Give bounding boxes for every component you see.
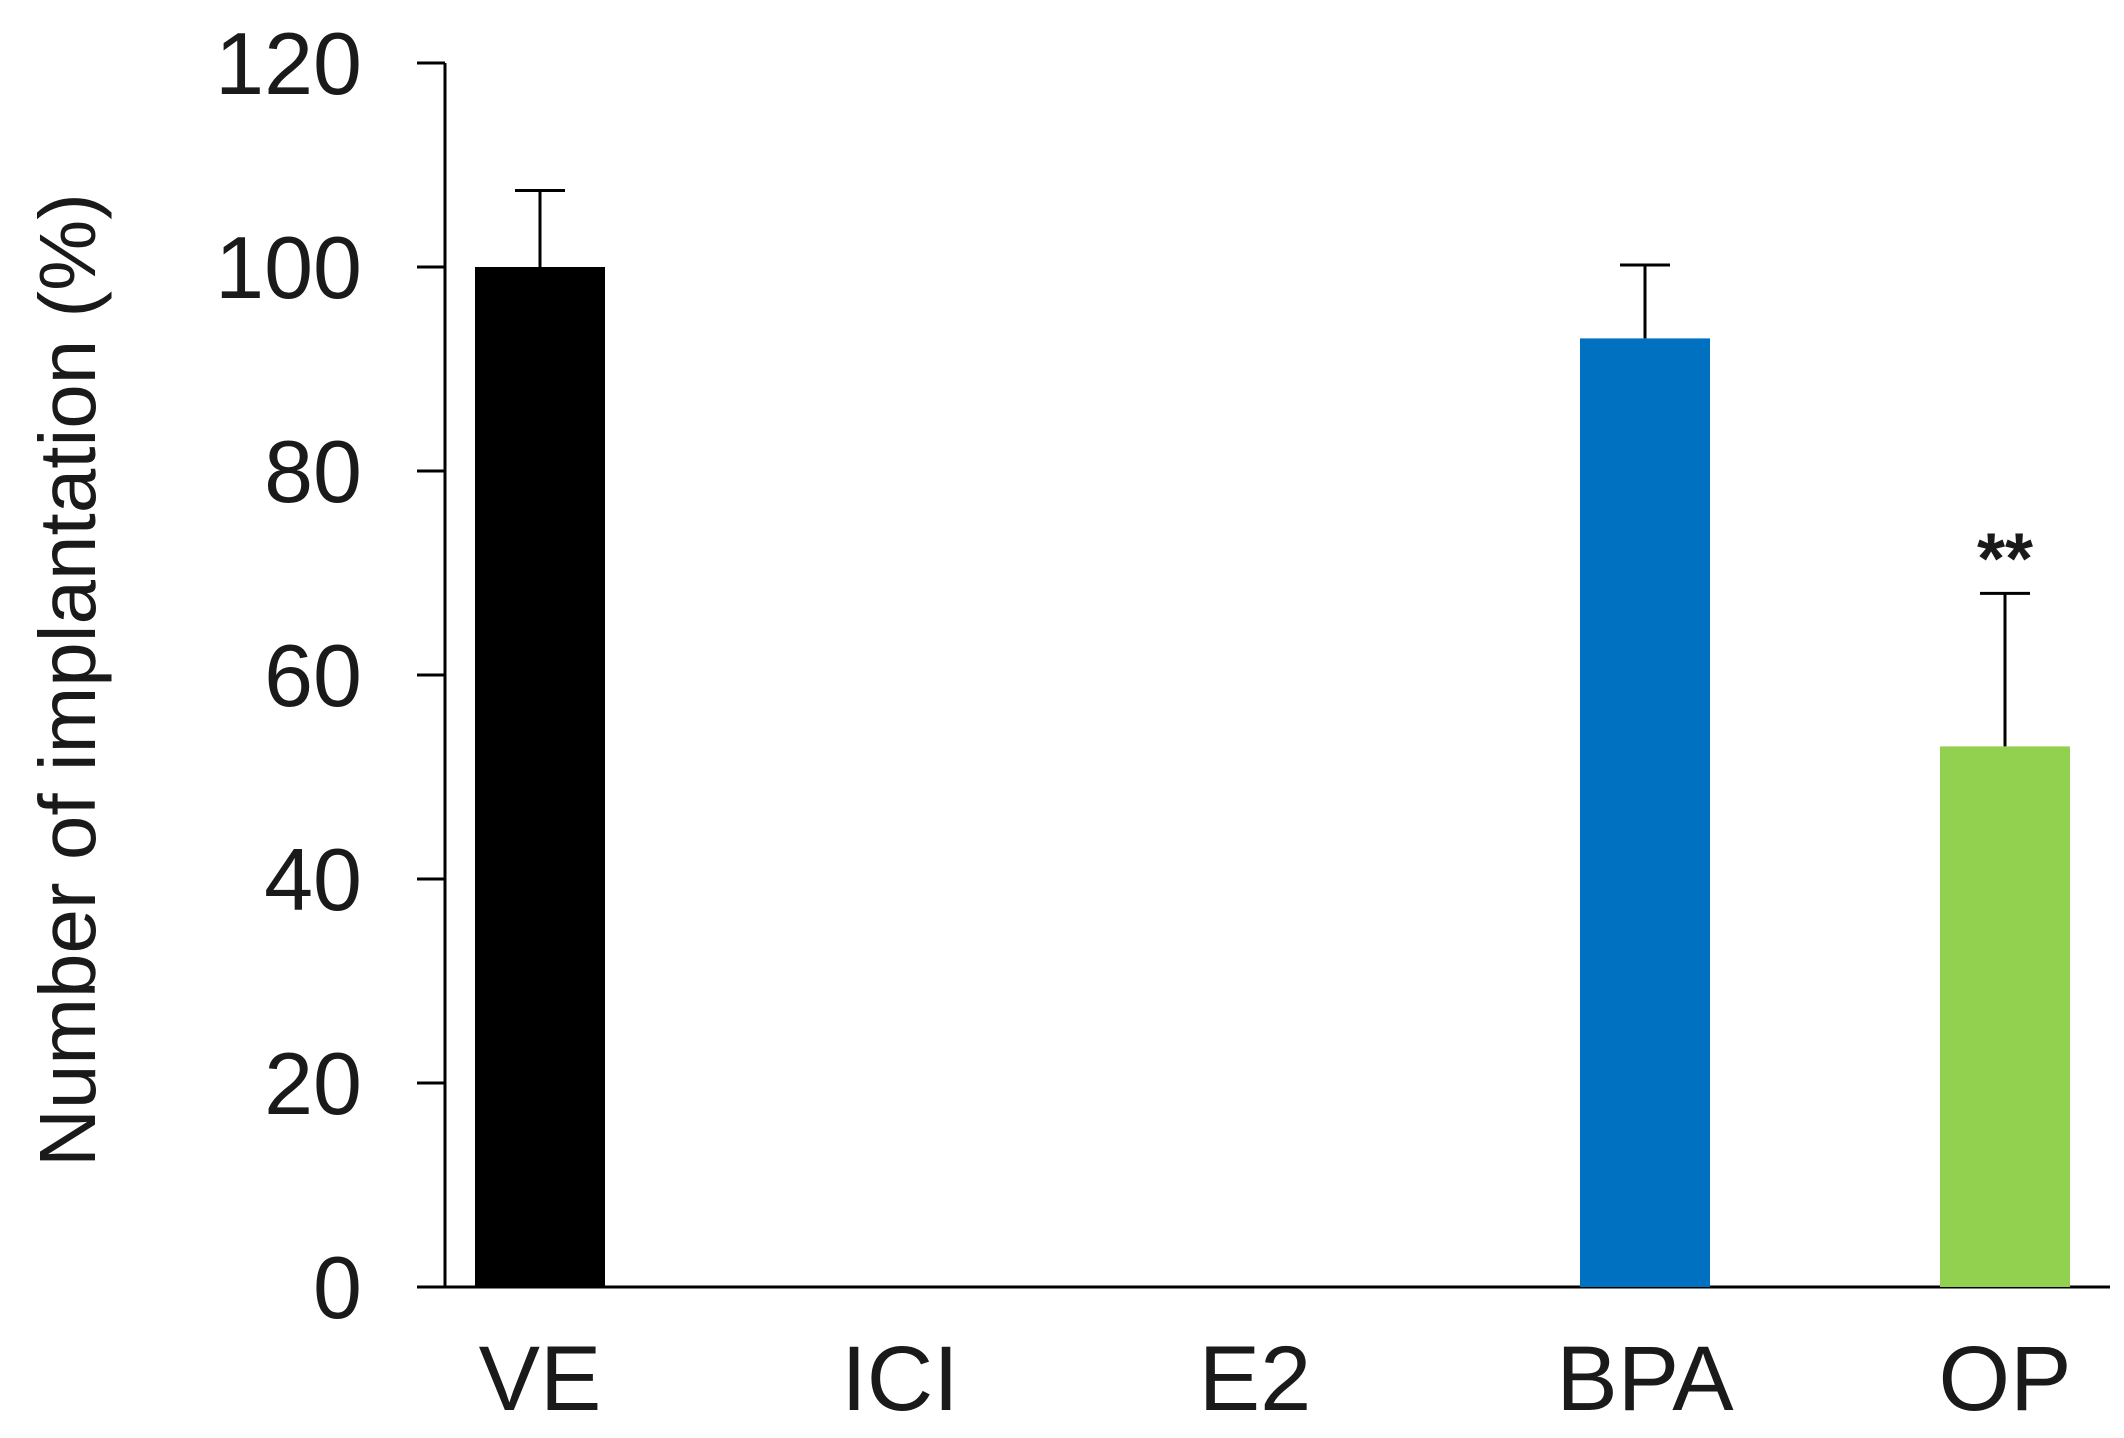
y-tick-label: 60 xyxy=(264,626,362,725)
axes xyxy=(417,61,2110,1289)
y-tick-label: 0 xyxy=(313,1238,362,1337)
x-tick-label-VE: VE xyxy=(479,1328,602,1430)
bar-OP xyxy=(1940,746,2070,1287)
x-tick-label-E2: E2 xyxy=(1199,1328,1312,1430)
labels: 0 20 40 60 80 100 120 VE ICI E2 BPA OP ** xyxy=(215,14,2071,1430)
annotation-OP: ** xyxy=(1977,519,2033,599)
y-axis-title: Number of implantation (%) xyxy=(23,193,112,1167)
bar-VE xyxy=(475,267,605,1287)
x-tick-label-OP: OP xyxy=(1939,1328,2072,1430)
x-tick-label-ICI: ICI xyxy=(841,1328,959,1430)
y-tick-label: 20 xyxy=(264,1034,362,1133)
y-tick-label: 80 xyxy=(264,422,362,521)
bars xyxy=(475,189,2070,1287)
x-tick-label-BPA: BPA xyxy=(1556,1328,1734,1430)
bar-BPA xyxy=(1580,338,1710,1287)
y-tick-label: 40 xyxy=(264,830,362,929)
y-tick-label: 100 xyxy=(215,218,362,317)
y-tick-label: 120 xyxy=(215,14,362,113)
